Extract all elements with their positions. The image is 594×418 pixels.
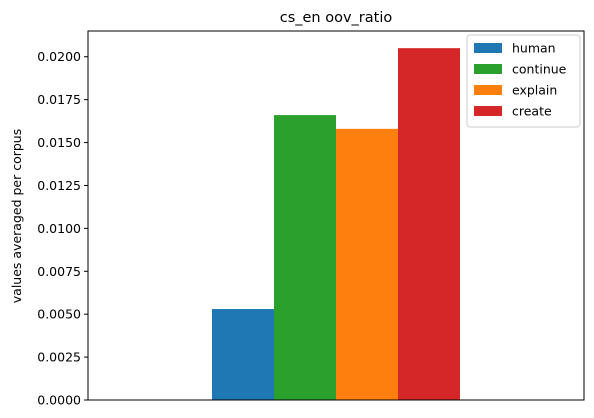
- legend-swatch-create: [474, 106, 502, 116]
- bar-human: [212, 309, 274, 400]
- y-axis: 0.0000 0.0025 0.0050 0.0075 0.0100 0.0125 0.01…: [37, 49, 88, 408]
- legend-box: [466, 34, 581, 128]
- y-tick-label: 0.0125: [37, 178, 81, 193]
- legend-label-continue: continue: [512, 62, 567, 77]
- y-tick-label: 0.0175: [37, 92, 81, 107]
- y-tick-label: 0.0150: [37, 135, 81, 150]
- bars-group: [212, 48, 460, 401]
- y-axis-label: values averaged per corpus: [9, 129, 24, 303]
- legend-swatch-explain: [474, 85, 502, 95]
- y-tick-label: 0.0050: [37, 307, 81, 322]
- legend-label-create: create: [512, 104, 552, 119]
- legend: human continue explain create: [466, 34, 581, 128]
- plot-frame: [87, 30, 585, 401]
- chart-title: cs_en oov_ratio: [280, 10, 393, 26]
- bar-explain: [336, 128, 398, 400]
- legend-swatch-continue: [474, 64, 502, 74]
- legend-swatch-human: [474, 43, 502, 53]
- legend-label-human: human: [512, 41, 556, 56]
- bar-create: [398, 48, 460, 401]
- y-tick-label: 0.0000: [37, 393, 81, 408]
- bar-continue: [274, 115, 336, 401]
- legend-label-explain: explain: [512, 83, 557, 98]
- y-tick-label: 0.0025: [37, 350, 81, 365]
- y-tick-label: 0.0200: [37, 49, 81, 64]
- y-tick-label: 0.0100: [37, 221, 81, 236]
- y-tick-label: 0.0075: [37, 264, 81, 279]
